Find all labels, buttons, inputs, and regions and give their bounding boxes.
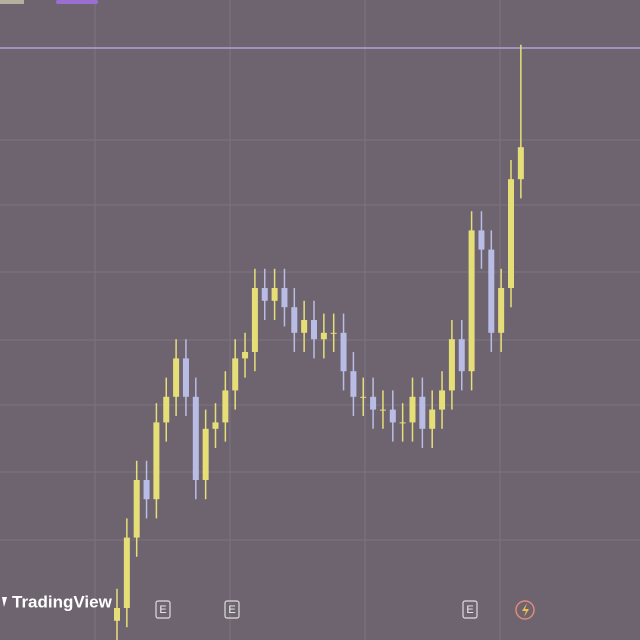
candle-body [488, 249, 495, 333]
event-label: E [228, 604, 235, 616]
candle-body [311, 320, 317, 340]
alert-icon [515, 600, 535, 620]
candle-body [370, 396, 377, 410]
candle-body [202, 428, 209, 480]
candle-body [458, 339, 465, 372]
candle-body [114, 608, 120, 621]
candle-body [409, 396, 416, 423]
candle-body [261, 288, 268, 301]
event-marker [155, 600, 171, 619]
candle-body [232, 358, 239, 391]
candle-body [468, 230, 475, 372]
candle-body [212, 422, 219, 429]
candle-body [517, 147, 524, 180]
candle-body [251, 288, 258, 352]
candle-body [301, 320, 308, 333]
candle-body [340, 332, 347, 372]
candle-body [123, 537, 130, 608]
candle-body [163, 396, 170, 423]
alert-bolt [522, 603, 529, 617]
candle-body [320, 332, 327, 340]
candle-body [281, 288, 288, 308]
candle-body [350, 371, 357, 397]
candle-body [498, 288, 505, 333]
candle-body [182, 358, 189, 397]
candle-body [379, 409, 386, 411]
candle-body [153, 422, 160, 500]
candle-body [271, 288, 278, 301]
candle-body [192, 396, 199, 480]
logo: TradingView [12, 592, 113, 611]
toolbar-chip [0, 0, 24, 4]
candle-body [242, 352, 249, 359]
candle-body [143, 480, 150, 500]
event-label: E [159, 604, 166, 616]
candle-body [389, 409, 396, 423]
candle-body [330, 332, 337, 334]
candle-body [439, 390, 446, 410]
candle-body [478, 230, 485, 250]
candle-body [222, 390, 229, 423]
candles [114, 44, 524, 640]
candle-body [429, 409, 436, 429]
candle-body [173, 358, 180, 397]
event-label: E [466, 604, 473, 616]
candle-body [448, 339, 455, 391]
toolbar-chip [56, 0, 98, 4]
candle-body [419, 396, 426, 429]
candle-body [508, 179, 514, 288]
candle-body [133, 480, 140, 538]
logo-icon [2, 597, 7, 607]
candle-body [291, 307, 298, 333]
candle-body [399, 422, 406, 424]
candle-body [360, 396, 367, 398]
event-marker [462, 600, 478, 619]
event-marker [224, 600, 240, 619]
